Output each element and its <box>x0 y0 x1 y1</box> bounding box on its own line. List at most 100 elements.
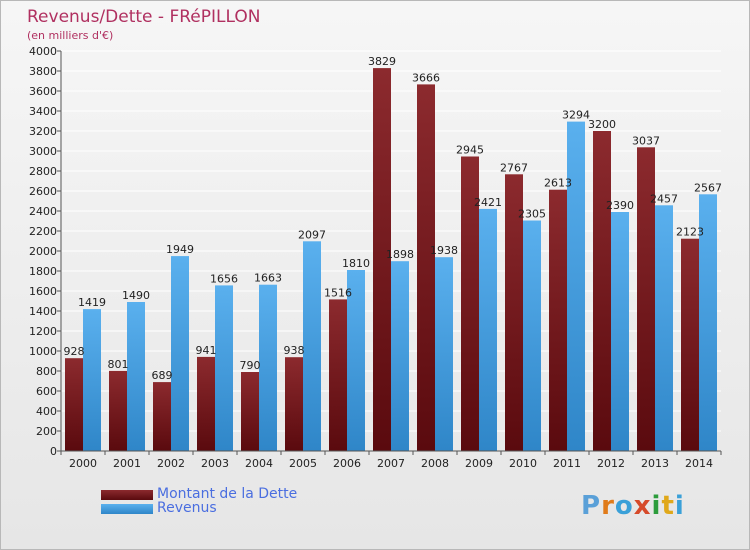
data-label-dette: 1516 <box>324 286 352 299</box>
x-tick-label: 2012 <box>597 457 625 470</box>
data-label-revenus: 1949 <box>166 243 194 256</box>
y-tick-label: 3000 <box>29 145 57 158</box>
bar-dette <box>505 174 523 452</box>
proxiti-logo: Proxiti <box>581 491 685 521</box>
data-label-revenus: 1490 <box>122 289 150 302</box>
logo-letter: x <box>633 491 652 521</box>
x-tick-label: 2004 <box>245 457 273 470</box>
x-tick-label: 2014 <box>685 457 713 470</box>
bar-dette <box>373 68 391 451</box>
x-tick-label: 2009 <box>465 457 493 470</box>
y-tick-label: 0 <box>50 445 57 458</box>
bar-revenus <box>127 302 145 451</box>
y-tick-label: 800 <box>36 365 57 378</box>
data-label-dette: 689 <box>152 369 173 382</box>
y-tick-label: 1200 <box>29 325 57 338</box>
bar-revenus <box>83 309 101 451</box>
bar-revenus <box>391 261 409 451</box>
bar-revenus <box>215 285 233 451</box>
data-label-dette: 3200 <box>588 118 616 131</box>
x-tick-label: 2013 <box>641 457 669 470</box>
data-label-dette: 3666 <box>412 71 440 84</box>
bar-dette <box>593 131 611 451</box>
bar-dette <box>241 372 259 451</box>
bar-dette <box>329 299 347 451</box>
x-tick-label: 2005 <box>289 457 317 470</box>
data-label-revenus: 2421 <box>474 196 502 209</box>
data-label-dette: 928 <box>64 345 85 358</box>
data-label-dette: 2767 <box>500 161 528 174</box>
data-label-revenus: 2567 <box>694 181 722 194</box>
legend-label-dette: Montant de la Dette <box>157 486 298 502</box>
logo-letter: o <box>614 491 634 521</box>
x-tick-label: 2003 <box>201 457 229 470</box>
bar-revenus <box>567 121 585 451</box>
x-tick-label: 2011 <box>553 457 581 470</box>
data-label-revenus: 3294 <box>562 109 590 122</box>
data-label-dette: 790 <box>240 359 261 372</box>
bar-revenus <box>171 256 189 451</box>
logo-letter: i <box>674 491 685 521</box>
legend-label-revenus: Revenus <box>157 500 217 516</box>
data-label-revenus: 1419 <box>78 296 106 309</box>
data-label-dette: 2613 <box>544 177 572 190</box>
bar-dette <box>637 147 655 452</box>
data-label-revenus: 2097 <box>298 228 326 241</box>
y-tick-label: 2600 <box>29 185 57 198</box>
logo-letter: r <box>601 491 615 521</box>
chart-title: Revenus/Dette - FRéPILLON <box>27 7 261 27</box>
legend-swatch-revenus <box>101 504 153 514</box>
y-tick-label: 1600 <box>29 285 57 298</box>
bar-revenus <box>347 270 365 451</box>
logo-letter: i <box>651 491 662 521</box>
data-label-revenus: 1656 <box>210 272 238 285</box>
bar-dette <box>153 382 171 451</box>
bar-revenus <box>259 284 277 451</box>
y-tick-label: 600 <box>36 385 57 398</box>
bar-dette <box>681 238 699 451</box>
y-tick-label: 200 <box>36 425 57 438</box>
y-tick-label: 400 <box>36 405 57 418</box>
x-tick-label: 2002 <box>157 457 185 470</box>
y-tick-label: 2800 <box>29 165 57 178</box>
legend-item-revenus: Revenus <box>101 500 401 516</box>
y-tick-label: 1800 <box>29 265 57 278</box>
bar-dette <box>549 189 567 451</box>
bar-dette <box>65 358 83 451</box>
data-label-dette: 3829 <box>368 55 396 68</box>
data-label-dette: 2123 <box>676 226 704 239</box>
bar-revenus <box>523 220 541 451</box>
legend-swatch-dette <box>101 490 153 500</box>
data-label-revenus: 2390 <box>606 199 634 212</box>
data-label-revenus: 1898 <box>386 248 414 261</box>
data-label-revenus: 2457 <box>650 192 678 205</box>
data-label-revenus: 1938 <box>430 244 458 257</box>
data-label-dette: 938 <box>284 344 305 357</box>
data-label-revenus: 1810 <box>342 257 370 270</box>
x-tick-label: 2010 <box>509 457 537 470</box>
x-tick-label: 2000 <box>69 457 97 470</box>
y-tick-label: 3600 <box>29 85 57 98</box>
bar-dette <box>285 357 303 451</box>
y-tick-label: 1400 <box>29 305 57 318</box>
bar-dette <box>417 84 435 452</box>
y-tick-label: 3200 <box>29 125 57 138</box>
bar-dette <box>109 370 127 451</box>
data-label-revenus: 2305 <box>518 208 546 221</box>
data-label-revenus: 1663 <box>254 272 282 285</box>
bar-dette <box>197 356 215 451</box>
logo-letter: t <box>661 491 675 521</box>
y-tick-label: 2200 <box>29 225 57 238</box>
chart-legend: Montant de la Dette Revenus <box>101 486 401 516</box>
data-label-dette: 3037 <box>632 134 660 147</box>
x-tick-label: 2007 <box>377 457 405 470</box>
y-tick-label: 2400 <box>29 205 57 218</box>
y-tick-label: 3800 <box>29 65 57 78</box>
x-tick-label: 2001 <box>113 457 141 470</box>
data-label-dette: 941 <box>196 344 217 357</box>
bar-revenus <box>303 241 321 451</box>
x-tick-label: 2008 <box>421 457 449 470</box>
bar-revenus <box>435 257 453 451</box>
